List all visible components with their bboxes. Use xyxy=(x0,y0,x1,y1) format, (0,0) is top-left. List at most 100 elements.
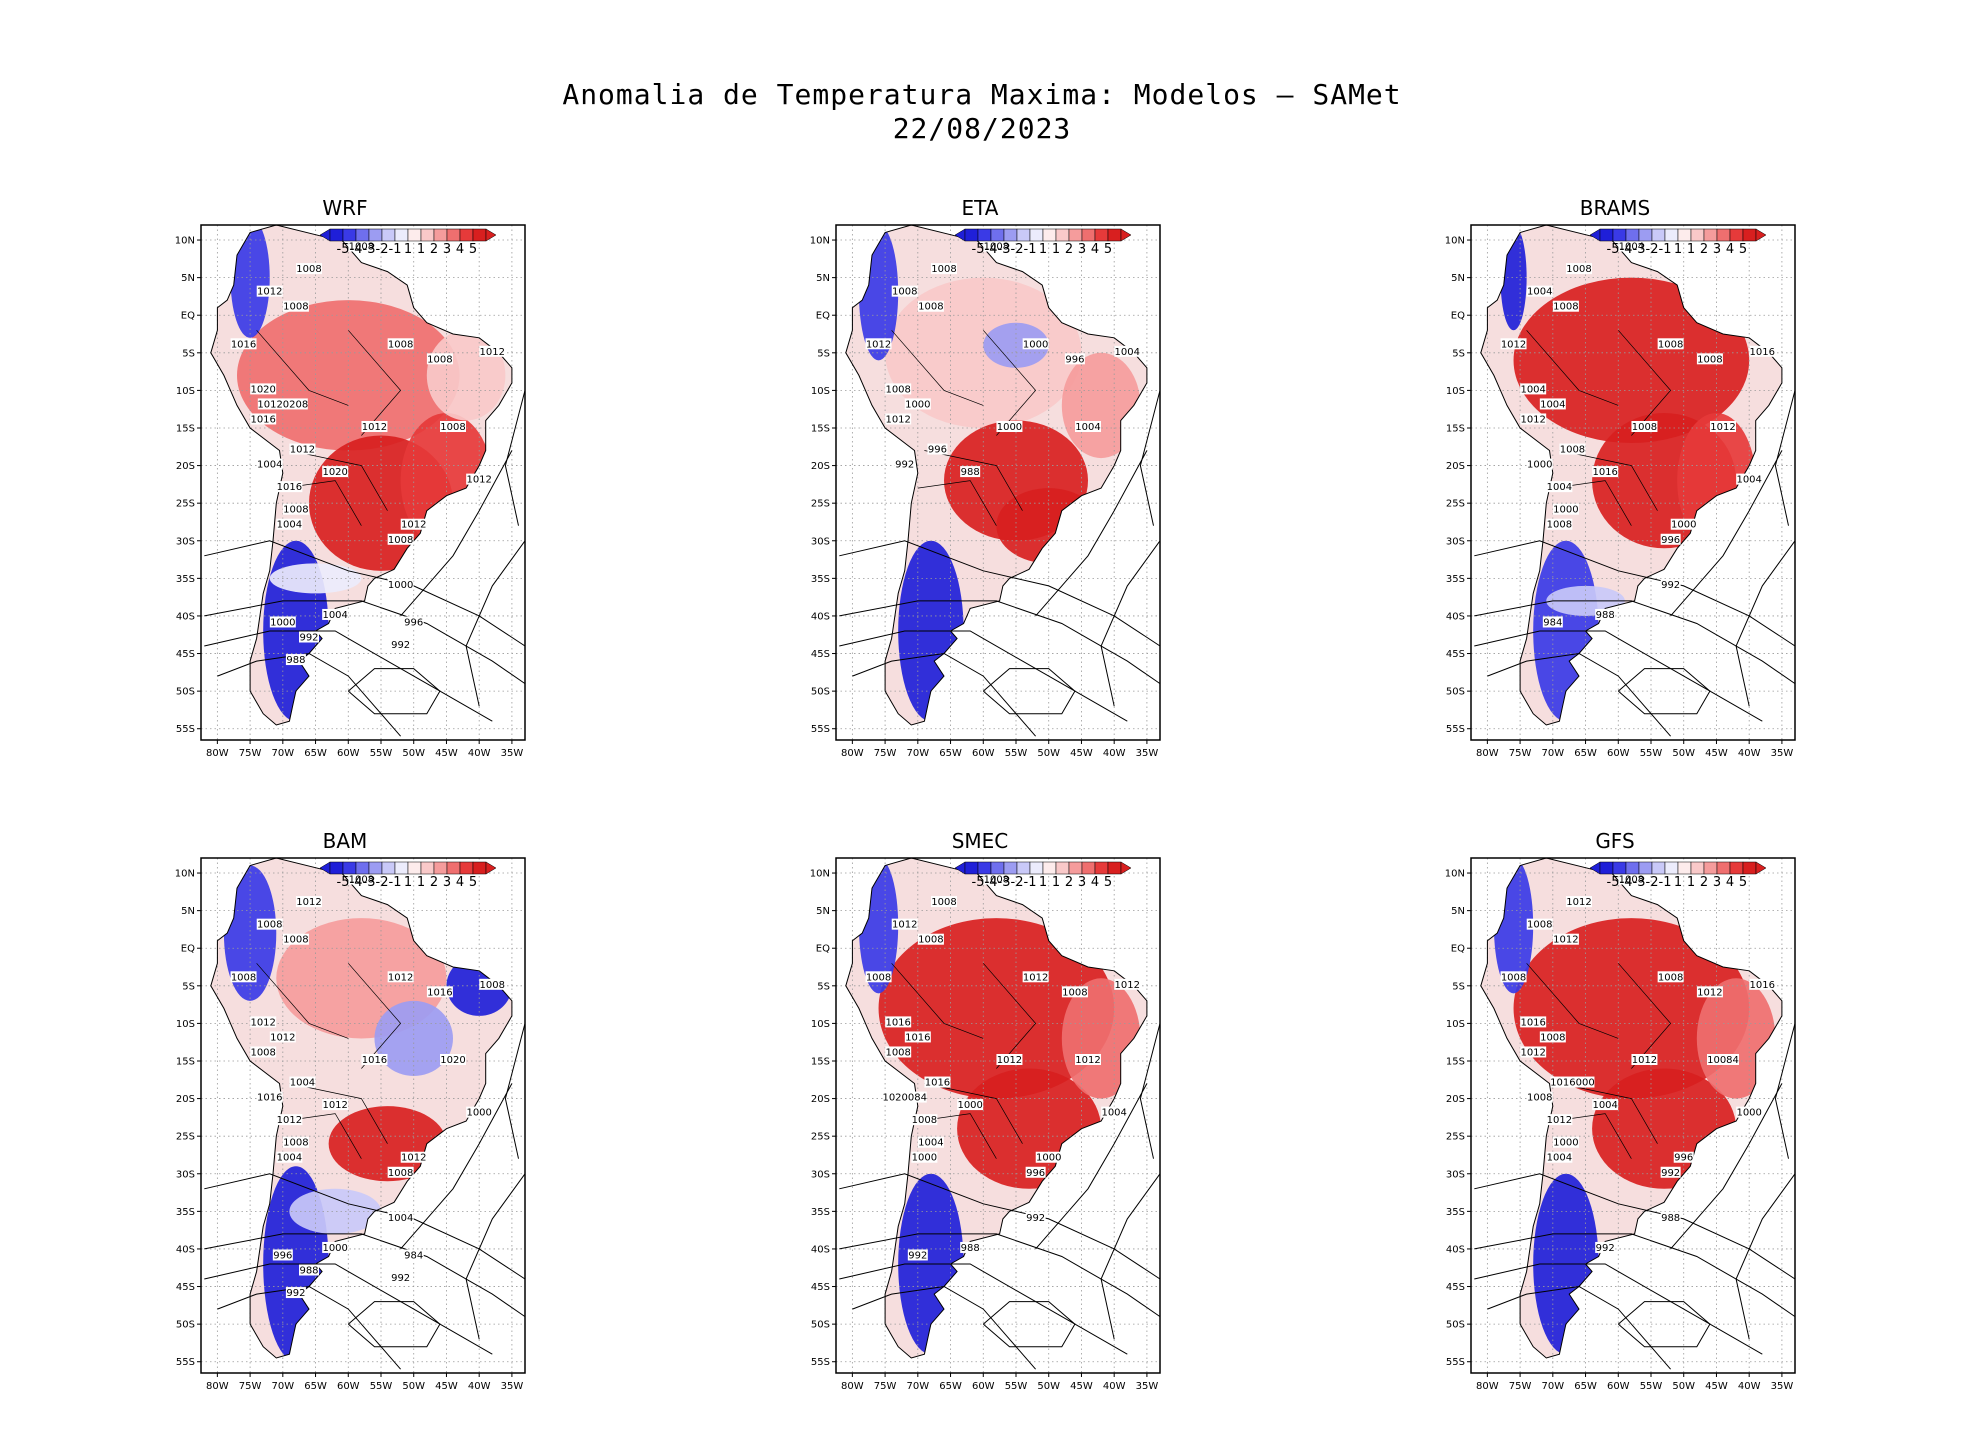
isobar-line xyxy=(1474,540,1796,647)
colorbar-swatch xyxy=(342,228,357,242)
isobar-label: 1020 xyxy=(440,1055,465,1066)
lat-tick-label: 30S xyxy=(1446,536,1465,547)
isobar-label-bg xyxy=(1520,1046,1547,1058)
isobar-label: 1008 xyxy=(296,264,321,275)
lat-tick-label: 45S xyxy=(1446,649,1465,660)
isobar-line xyxy=(204,1233,526,1318)
isobar-label-bg xyxy=(387,1211,414,1223)
isobar-label: 1008 xyxy=(1658,339,1683,350)
isobar-label-bg xyxy=(230,338,257,350)
isobar-label: 996 xyxy=(273,1250,292,1261)
country-border xyxy=(917,480,997,526)
isobar-label-bg xyxy=(1035,1151,1062,1163)
isobar-label: 1008 xyxy=(1619,875,1644,886)
isobar-label-bg xyxy=(894,458,915,470)
isobar-label: 1008 xyxy=(440,422,465,433)
isobar-label: 1008 xyxy=(918,302,943,313)
colorbar-swatch xyxy=(381,228,396,242)
lon-tick-label: 70W xyxy=(907,748,930,759)
colorbar-tick-label: -4 xyxy=(1620,875,1633,890)
isobar-label-bg xyxy=(911,1151,938,1163)
lon-tick-label: 80W xyxy=(206,748,229,759)
lat-tick-label: 15S xyxy=(176,423,195,434)
lat-tick-label: 55S xyxy=(1446,724,1465,735)
coastline xyxy=(845,224,1148,726)
isobar-label: 1000 xyxy=(388,580,413,591)
isobar-label: 1004 xyxy=(918,1138,943,1149)
isobar-label-bg xyxy=(387,1166,414,1178)
isobar-label: 1008 xyxy=(1697,354,1722,365)
lat-tick-label: 20S xyxy=(1446,461,1465,472)
colorbar-tick-label: 3 xyxy=(1078,875,1086,890)
lat-tick-label: 10S xyxy=(1446,386,1465,397)
colorbar-tick-label: -1 xyxy=(1659,875,1672,890)
isobar-label: 1016 xyxy=(257,1093,282,1104)
lon-tick-label: 75W xyxy=(239,748,262,759)
isobar-label-bg xyxy=(361,1053,388,1065)
lon-tick-label: 50W xyxy=(1672,748,1695,759)
anomaly-patch xyxy=(223,865,277,1001)
isobar-label-bg xyxy=(1736,473,1763,485)
isobar-label-bg xyxy=(996,420,1023,432)
lat-tick-label: 35S xyxy=(1446,574,1465,585)
panel-title: GFS xyxy=(1595,829,1635,853)
isobar-line xyxy=(1670,1083,1783,1250)
isobar-label-bg xyxy=(250,413,277,425)
lon-tick-label: 70W xyxy=(272,748,295,759)
colorbar: -5 -4 -3 -2 -1 1 1 2 3 4 5 xyxy=(319,861,497,890)
coastline xyxy=(1480,224,1783,726)
isobar-label-bg xyxy=(1542,616,1563,628)
lat-tick-label: 40S xyxy=(1446,1244,1465,1255)
lat-tick-label: 25S xyxy=(811,1132,830,1143)
lat-tick-label: 10S xyxy=(811,386,830,397)
isobar-label: 1008 xyxy=(349,242,374,253)
isobar-label-bg xyxy=(1559,443,1586,455)
lon-tick-label: 45W xyxy=(435,1381,458,1392)
isobar-label: 1016000 xyxy=(1550,1078,1595,1089)
lat-tick-label: 25S xyxy=(1446,1132,1465,1143)
isobar-label-bg xyxy=(885,1046,912,1058)
lat-tick-label: 5S xyxy=(182,348,195,359)
isobar-label: 1012 xyxy=(250,1017,275,1028)
isobar-label: 1012 xyxy=(1547,1115,1572,1126)
panel-wrf: WRF 1008 1008 1012 1008 1016 1008 1008 1012 1020… xyxy=(165,196,526,776)
isobar-label-bg xyxy=(299,631,319,643)
colorbar-tick-label: 5 xyxy=(469,875,477,890)
lon-tick-label: 35W xyxy=(1771,1381,1794,1392)
lon-tick-label: 40W xyxy=(468,1381,491,1392)
isobar-label: 1000 xyxy=(1736,1108,1761,1119)
isobar-label-bg xyxy=(1710,420,1736,432)
isobar-line xyxy=(1474,1173,1796,1280)
colorbar-tick-label: -3 xyxy=(363,875,376,890)
lat-tick-label: 20S xyxy=(176,461,195,472)
isobar-label-bg xyxy=(1707,1053,1739,1065)
lon-tick-label: 60W xyxy=(337,1381,360,1392)
isobar-label: 1000 xyxy=(1023,339,1048,350)
colorbar-tick-label: 3 xyxy=(1713,875,1721,890)
isobar-label-bg xyxy=(276,1151,303,1163)
isobar-label: 1012 xyxy=(1075,1055,1100,1066)
lon-tick-label: 70W xyxy=(1542,1381,1565,1392)
lon-tick-label: 60W xyxy=(972,1381,995,1392)
lat-tick-label: 10N xyxy=(810,236,830,247)
isobar-label-bg xyxy=(230,971,257,983)
colorbar-swatch xyxy=(433,861,448,875)
country-border xyxy=(289,450,388,511)
isobar-label: 1008 xyxy=(1553,302,1578,313)
isobar-label: 992 xyxy=(1596,1243,1615,1254)
isobar-label: 1008 xyxy=(283,302,308,313)
lat-tick-label: 15S xyxy=(811,423,830,434)
isobar-label: 1016 xyxy=(250,414,275,425)
isobar-label-bg xyxy=(403,616,424,628)
isobar-label: 1000 xyxy=(997,422,1022,433)
isobar-label: 1008 xyxy=(427,354,452,365)
isobar-label-bg xyxy=(1696,986,1723,998)
colorbar-swatch xyxy=(1068,861,1083,875)
isobar-label-bg xyxy=(256,1091,283,1103)
isobar-label: 1012 xyxy=(270,1032,295,1043)
isobar-label-bg xyxy=(256,918,283,930)
isobar-label-bg xyxy=(1660,1166,1681,1178)
country-border xyxy=(256,330,349,406)
isobar-label: 1012 xyxy=(885,414,910,425)
colorbar-swatch xyxy=(329,861,344,875)
